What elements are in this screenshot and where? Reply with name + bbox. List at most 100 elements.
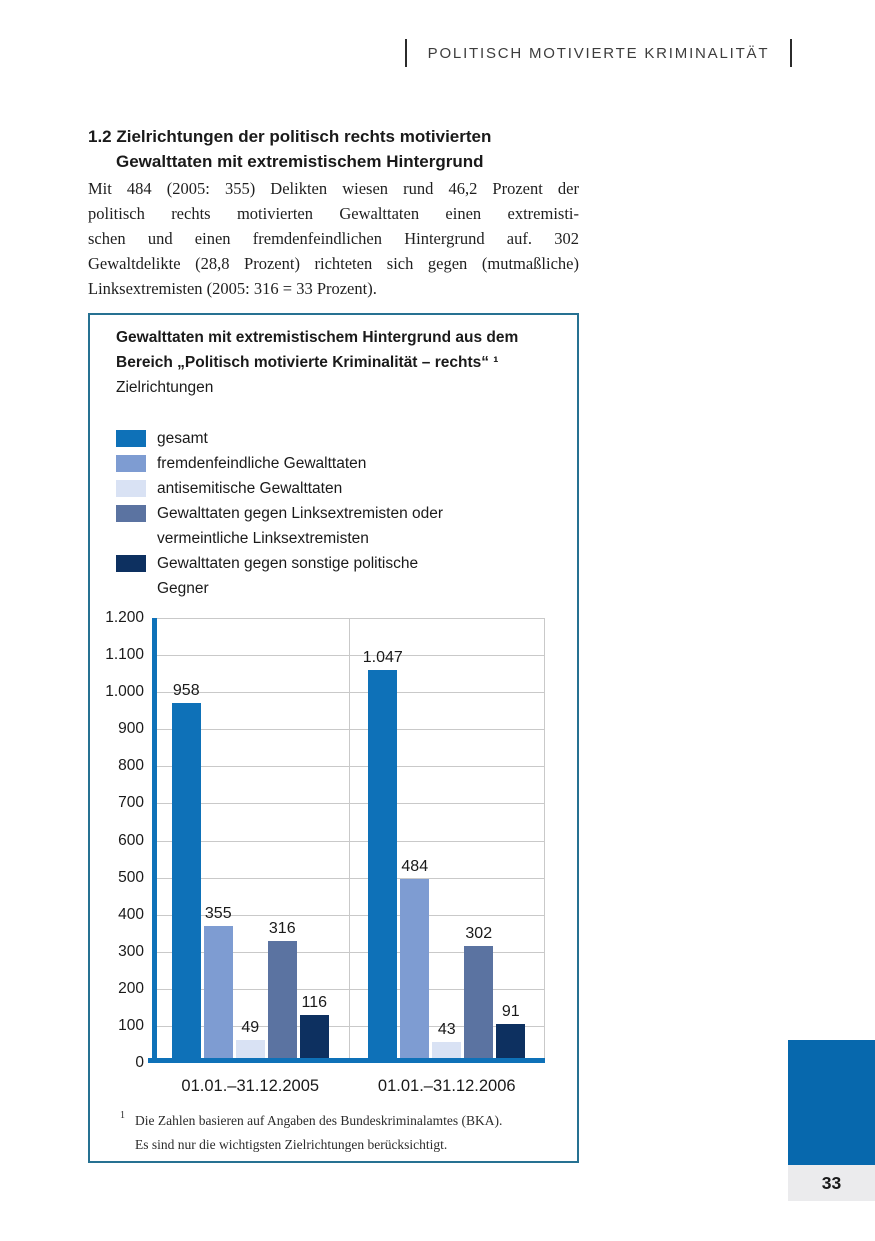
gridline-horizontal: [152, 655, 545, 657]
gridline-horizontal: [152, 618, 545, 619]
bar-value-label: 958: [172, 681, 200, 699]
y-tick-label: 200: [118, 979, 144, 997]
bar-Gewalttaten: [464, 946, 494, 1058]
legend-item: gesamt: [116, 426, 577, 451]
body-line: Gewaltdelikte (28,8 Prozent) richteten s…: [88, 254, 579, 273]
bar-with-label: 43: [432, 1020, 462, 1058]
legend-label: gesamt: [157, 430, 208, 447]
page-number-strip: 33: [788, 1165, 875, 1201]
body-line: Linksextremisten (2005: 316 = 33 Prozent…: [88, 279, 377, 298]
section-heading: 1.2 Zielrichtungen der politisch rechts …: [88, 124, 579, 174]
chart-footnote: 1 Die Zahlen basieren auf Angaben des Bu…: [120, 1109, 502, 1157]
bar-with-label: 355: [203, 904, 233, 1058]
bar-with-label: 1.047: [363, 648, 403, 1058]
gridline-horizontal: [152, 840, 545, 842]
running-header-title: POLITISCH MOTIVIERTE KRIMINALITÄT: [427, 44, 770, 62]
legend-label: fremdenfeindliche Gewalttaten: [157, 455, 367, 472]
legend-label: Gewalttaten gegen Linksextremisten oder …: [157, 505, 444, 547]
gridline-horizontal: [152, 766, 545, 768]
bar-value-label: 484: [401, 857, 429, 875]
bar-with-label: 958: [171, 681, 201, 1058]
y-tick-label: 1.000: [105, 683, 144, 701]
legend-item: Gewalttaten gegen sonstige politische Ge…: [116, 551, 577, 601]
x-axis-line: [148, 1058, 545, 1063]
bar-group: 1.047 484 43 302 91: [349, 648, 546, 1058]
footnote-line1: Die Zahlen basieren auf Angaben des Bund…: [135, 1113, 503, 1128]
legend-swatch-icon: [116, 505, 146, 522]
chart-legend: gesamt fremdenfeindliche Gewalttaten antis…: [90, 426, 577, 601]
y-tick-label: 800: [118, 757, 144, 775]
chart-title-line1: Gewalttaten mit extremistischem Hintergr…: [116, 329, 519, 346]
legend-swatch-icon: [116, 455, 146, 472]
bar-antisemitische: [235, 1039, 265, 1058]
gridline-horizontal: [152, 692, 545, 694]
legend-label: Gewalttaten gegen sonstige politische Ge…: [157, 555, 419, 597]
bar-value-label: 49: [241, 1018, 260, 1036]
bar-value-label: 91: [501, 1003, 520, 1021]
legend-item: Gewalttaten gegen Linksextremisten oder …: [116, 501, 577, 551]
bar-Gewalttaten: [267, 940, 297, 1058]
y-axis-line: [152, 618, 157, 1063]
gridline-horizontal: [152, 1025, 545, 1027]
chart-title-line2: Bereich „Politisch motivierte Kriminalit…: [116, 354, 499, 371]
bar-with-label: 302: [464, 924, 494, 1058]
gridline-horizontal: [152, 914, 545, 916]
legend-item: fremdenfeindliche Gewalttaten: [116, 451, 577, 476]
x-category-label: 01.01.–31.12.2006: [377, 1077, 516, 1095]
y-tick-label: 400: [118, 905, 144, 923]
bar-with-label: 116: [299, 993, 329, 1058]
gridline-horizontal: [152, 803, 545, 805]
bar-with-label: 484: [400, 857, 430, 1058]
bar-value-label: 316: [268, 919, 296, 937]
bar-group: 958 355 49 316 116: [152, 681, 349, 1058]
bar-with-label: 49: [235, 1018, 265, 1058]
body-line: politisch rechts motivierten Gewalttaten…: [88, 204, 579, 223]
bar-fremdenfeindliche: [400, 878, 430, 1058]
body-line: schen und einen fremdenfeindlichen Hinte…: [88, 229, 579, 248]
bar-Gewalttaten: [299, 1014, 329, 1058]
y-tick-label: 900: [118, 720, 144, 738]
bar-with-label: 91: [496, 1002, 526, 1058]
y-tick-label: 500: [118, 868, 144, 886]
section-1-2: 1.2 Zielrichtungen der politisch rechts …: [88, 124, 579, 301]
gridline-horizontal: [152, 729, 545, 731]
body-paragraph: Mit 484 (2005: 355) Delikten wiesen rund…: [88, 176, 579, 301]
running-header: POLITISCH MOTIVIERTE KRIMINALITÄT: [405, 38, 792, 68]
legend-swatch-icon: [116, 430, 146, 447]
legend-item: antisemitische Gewalttaten: [116, 476, 577, 501]
chart-title: Gewalttaten mit extremistischem Hintergr…: [90, 315, 577, 375]
header-rule-left: [405, 39, 407, 67]
gridline-horizontal: [152, 877, 545, 879]
y-tick-label: 700: [118, 794, 144, 812]
header-rule-right: [790, 39, 792, 67]
body-line: Mit 484 (2005: 355) Delikten wiesen rund…: [88, 179, 579, 198]
chart-box: Gewalttaten mit extremistischem Hintergr…: [88, 313, 579, 1163]
bar-value-label: 116: [301, 993, 327, 1011]
y-tick-label: 1.200: [105, 609, 144, 626]
y-tick-label: 1.100: [105, 646, 144, 664]
x-category-label: 01.01.–31.12.2005: [181, 1077, 320, 1095]
legend-swatch-icon: [116, 555, 146, 572]
bar-with-label: 316: [267, 919, 297, 1058]
gridline-horizontal: [152, 951, 545, 953]
bar-Gewalttaten: [496, 1024, 526, 1058]
x-axis-labels: 01.01.–31.12.2005 01.01.–31.12.2006: [152, 1077, 545, 1096]
bar-gesamt: [171, 702, 201, 1058]
bar-antisemitische: [432, 1042, 462, 1058]
plot-area: 958 355 49 316 116 1.047 484 43 302 91: [148, 618, 546, 1063]
y-tick-label: 600: [118, 831, 144, 849]
legend-label: antisemitische Gewalttaten: [157, 480, 343, 497]
section-heading-line2: Gewalttaten mit extremistischem Hintergr…: [116, 152, 484, 171]
footnote-text: Die Zahlen basieren auf Angaben des Bund…: [135, 1109, 502, 1157]
footnote-marker: 1: [120, 1110, 125, 1121]
bar-value-label: 1.047: [362, 648, 403, 666]
bar-value-label: 355: [204, 905, 232, 923]
bar-fremdenfeindliche: [203, 926, 233, 1058]
page-number: 33: [821, 1172, 842, 1193]
bar-value-label: 43: [437, 1021, 456, 1039]
legend-swatch-icon: [116, 480, 146, 497]
y-tick-label: 300: [118, 942, 144, 960]
gridline-horizontal: [152, 988, 545, 990]
bar-value-label: 302: [465, 925, 493, 943]
